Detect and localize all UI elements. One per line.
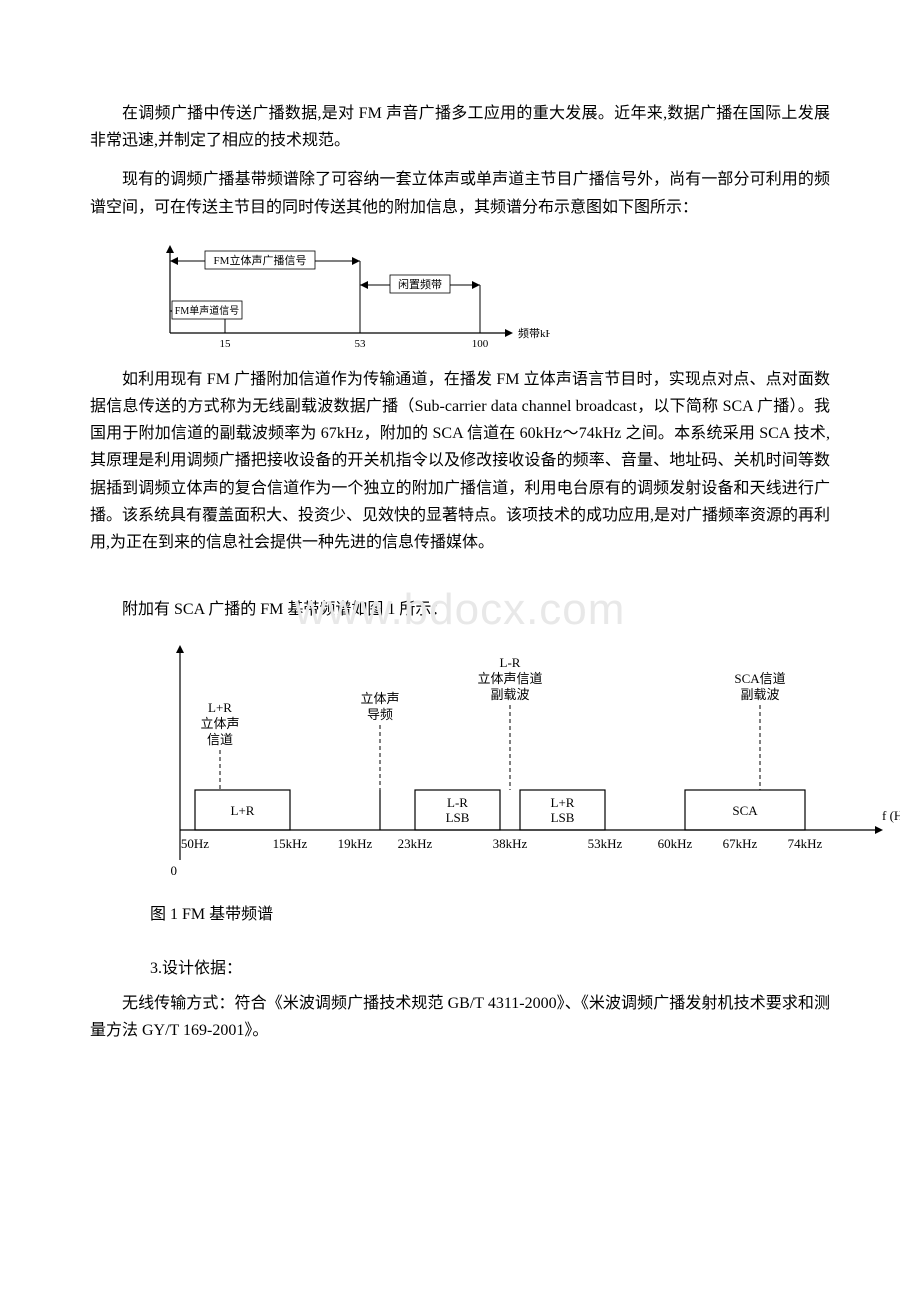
- svg-text:15: 15: [220, 338, 232, 350]
- svg-text:100: 100: [472, 338, 489, 350]
- diagram-1-spectrum-schematic: 频带kHz 15 53 100 FM立体声广播信号闲置频带 FM单声道信号: [150, 233, 830, 358]
- svg-text:立体声: 立体声: [360, 691, 399, 706]
- svg-text:53kHz: 53kHz: [588, 836, 623, 851]
- svg-text:67kHz: 67kHz: [723, 836, 758, 851]
- paragraph-4: 附加有 SCA 广播的 FM 基带频谱如图 1 所示：: [90, 596, 830, 623]
- svg-text:0: 0: [171, 863, 178, 878]
- svg-text:L+R: L+R: [208, 700, 232, 715]
- svg-text:53: 53: [355, 338, 367, 350]
- svg-text:50Hz: 50Hz: [181, 836, 209, 851]
- svg-text:L-R: L-R: [500, 655, 521, 670]
- svg-text:74kHz: 74kHz: [788, 836, 823, 851]
- svg-text:LSB: LSB: [551, 810, 575, 825]
- svg-text:60kHz: 60kHz: [658, 836, 693, 851]
- paragraph-3: 如利用现有 FM 广播附加信道作为传输通道，在播发 FM 立体声语言节目时，实现…: [90, 366, 830, 556]
- svg-text:闲置频带: 闲置频带: [398, 277, 442, 291]
- svg-text:19kHz: 19kHz: [338, 836, 373, 851]
- svg-text:立体声: 立体声: [200, 716, 239, 731]
- svg-text:频带kHz: 频带kHz: [518, 326, 550, 340]
- svg-text:FM单声道信号: FM单声道信号: [175, 304, 239, 317]
- svg-text:L+R: L+R: [231, 803, 255, 818]
- svg-text:导频: 导频: [367, 707, 393, 722]
- svg-text:L+R: L+R: [551, 795, 575, 810]
- svg-text:L-R: L-R: [447, 795, 468, 810]
- diagram-2-fm-baseband-spectrum: f (Hz)0L+RL-RLSBL+RLSBSCAL+R立体声信道立体声导频L-…: [140, 635, 830, 890]
- svg-text:LSB: LSB: [446, 810, 470, 825]
- svg-text:立体声信道: 立体声信道: [477, 671, 542, 686]
- svg-text:FM立体声广播信号: FM立体声广播信号: [214, 253, 307, 267]
- figure-1-caption: 图 1 FM 基带频谱: [150, 900, 830, 924]
- svg-text:23kHz: 23kHz: [398, 836, 433, 851]
- svg-text:副载波: 副载波: [740, 687, 779, 702]
- svg-text:SCA信道: SCA信道: [734, 671, 785, 686]
- paragraph-1: 在调频广播中传送广播数据,是对 FM 声音广播多工应用的重大发展。近年来,数据广…: [90, 100, 830, 154]
- paragraph-5: 无线传输方式：符合《米波调频广播技术规范 GB/T 4311-2000》、《米波…: [90, 990, 830, 1044]
- svg-text:SCA: SCA: [732, 803, 758, 818]
- svg-text:副载波: 副载波: [490, 687, 529, 702]
- svg-text:15kHz: 15kHz: [273, 836, 308, 851]
- section-3-heading: 3.设计依据：: [150, 954, 830, 978]
- svg-text:38kHz: 38kHz: [493, 836, 528, 851]
- svg-text:f (Hz): f (Hz): [882, 808, 900, 823]
- svg-text:信道: 信道: [207, 732, 233, 747]
- paragraph-2: 现有的调频广播基带频谱除了可容纳一套立体声或单声道主节目广播信号外，尚有一部分可…: [90, 166, 830, 220]
